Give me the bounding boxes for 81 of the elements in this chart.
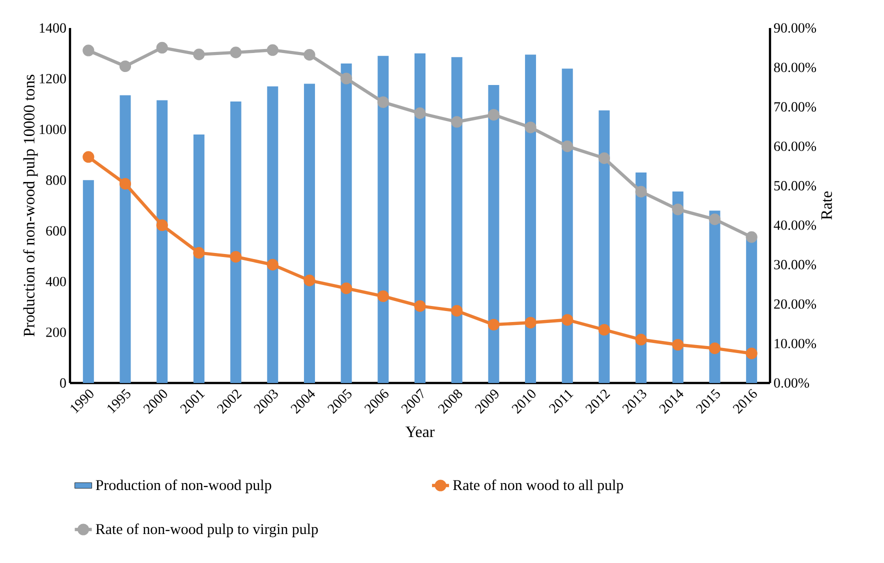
bar [451, 57, 462, 383]
point [598, 324, 610, 336]
point [156, 42, 168, 54]
point [672, 338, 684, 351]
y-tick-label: 1000 [40, 124, 66, 134]
legend-label: Rate of non-wood pulp to virgin pulp [96, 523, 318, 538]
bar [267, 86, 278, 383]
point [635, 334, 647, 346]
point [340, 72, 352, 84]
y-tick-label: 600 [46, 226, 66, 236]
y-tick-label: 400 [46, 276, 66, 286]
point [746, 348, 758, 360]
point [524, 316, 536, 328]
y-tick-label: 1400 [40, 23, 66, 33]
y-tick-label: 200 [46, 328, 66, 337]
point [451, 305, 463, 317]
y2-tick-label: 40.00% [774, 220, 816, 230]
point [746, 231, 758, 243]
bar [120, 95, 131, 383]
bar [746, 237, 758, 383]
y-tick-label: 1200 [40, 74, 66, 84]
point [82, 151, 94, 163]
point [340, 282, 352, 294]
legend-label: Production of non-wood pulp [96, 479, 272, 494]
point [304, 274, 316, 286]
point [266, 44, 278, 56]
bar [525, 54, 536, 383]
point [193, 247, 205, 259]
bar [562, 68, 573, 383]
point [562, 314, 574, 326]
point [304, 49, 316, 61]
x-tick-label: 2011 [548, 390, 574, 414]
point [193, 48, 205, 60]
point [598, 152, 610, 164]
point [488, 318, 500, 330]
point [119, 178, 132, 190]
bar [414, 53, 426, 383]
bar [156, 100, 168, 383]
point [451, 116, 463, 128]
point [524, 122, 536, 134]
point [230, 46, 242, 58]
point [708, 342, 721, 354]
bar [230, 102, 242, 383]
bar [488, 85, 500, 383]
y2-tick-label: 30.00% [774, 260, 816, 270]
y2-axis-title: Rate [821, 191, 832, 220]
y2-tick-label: 90.00% [774, 23, 816, 33]
legend-label: Rate of non wood to all pulp [453, 479, 624, 494]
y-axis-title: Production of non-wood pulp 10000 tons [23, 74, 38, 336]
y2-tick-label: 60.00% [774, 142, 816, 152]
x-axis-title: Year [405, 426, 435, 438]
bar [378, 56, 389, 383]
point [414, 107, 426, 119]
point [562, 140, 574, 152]
bar [340, 63, 352, 383]
bar [636, 172, 647, 383]
point [672, 204, 684, 216]
point [156, 219, 168, 232]
bar [672, 192, 684, 383]
bar [82, 180, 94, 383]
point [377, 96, 389, 108]
bar [304, 84, 315, 383]
y2-tick-label: 70.00% [774, 102, 816, 112]
point [119, 60, 132, 72]
y-tick-label: 800 [46, 175, 66, 185]
y2-tick-label: 10.00% [774, 338, 816, 348]
y2-tick-label: 20.00% [774, 299, 816, 309]
point [414, 300, 426, 312]
point [377, 290, 389, 302]
point [488, 108, 500, 121]
y2-tick-label: 80.00% [774, 62, 816, 72]
point [708, 214, 721, 226]
y-tick-label: 0 [60, 378, 66, 388]
point [635, 186, 647, 198]
bar [193, 134, 204, 383]
y2-tick-label: 0.00% [774, 378, 810, 388]
y2-tick-label: 50.00% [774, 181, 816, 191]
point [230, 250, 242, 263]
bar [598, 110, 610, 383]
point [266, 258, 278, 270]
point [82, 44, 94, 56]
